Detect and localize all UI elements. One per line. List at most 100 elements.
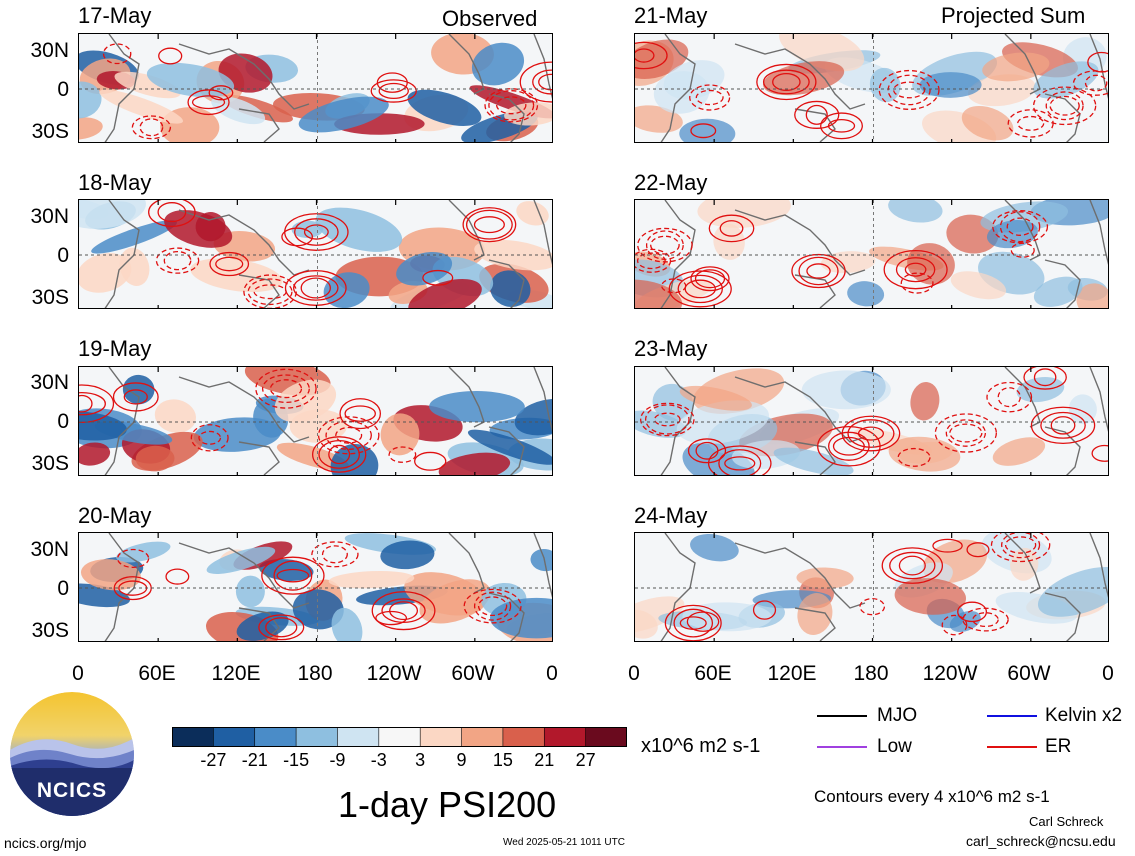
map-svg <box>635 200 1108 308</box>
anomaly-shading <box>99 89 183 124</box>
er-contour <box>284 213 349 251</box>
er-contour <box>756 63 817 101</box>
colorbar-swatch <box>337 727 380 747</box>
coastline <box>1089 200 1108 265</box>
er-contour <box>668 270 732 308</box>
anomaly-shading <box>1068 394 1097 425</box>
anomaly-shading <box>79 411 127 441</box>
er-contour <box>265 617 298 638</box>
anomaly-shading <box>779 34 865 72</box>
xtick-right-2: 120E <box>767 662 817 685</box>
ytick-30s-2: 30S <box>31 452 69 475</box>
legend-line-kelvin <box>987 715 1037 717</box>
er-contour <box>932 538 963 553</box>
anomaly-shading <box>1076 283 1108 308</box>
colorbar-tick-label: 9 <box>456 750 467 770</box>
anomaly-shading <box>820 251 876 274</box>
anomaly-shading <box>79 200 146 229</box>
er-contour <box>258 614 305 641</box>
map-panel-projected-21-may <box>634 33 1109 143</box>
map-panel-observed-18-may <box>78 199 553 309</box>
coastline <box>1089 533 1108 598</box>
colorbar-tick-label: -9 <box>329 750 346 770</box>
anomaly-shading <box>773 447 854 475</box>
er-contour <box>158 47 183 65</box>
er-contour <box>284 270 347 306</box>
anomaly-shading <box>516 201 549 226</box>
er-contour <box>635 248 672 273</box>
xtick-left-0: 0 <box>72 662 84 685</box>
contour-note: Contours every 4 x10^6 m2 s-1 <box>814 787 1050 806</box>
xtick-left-6: 0 <box>546 662 558 685</box>
ytick-0-0: 0 <box>57 78 69 101</box>
er-contour <box>904 262 927 277</box>
anomaly-shading <box>847 281 885 307</box>
anomaly-shading <box>206 546 276 574</box>
coastline <box>488 259 525 308</box>
anomaly-shading <box>690 533 739 562</box>
er-contour <box>79 392 106 416</box>
er-contour <box>895 257 936 283</box>
er-contour <box>673 608 714 638</box>
er-contour <box>281 227 314 247</box>
colorbar-frame <box>172 727 627 747</box>
coastline <box>533 200 552 265</box>
er-contour <box>1017 115 1045 131</box>
er-contour <box>798 256 839 286</box>
anomaly-shading <box>135 445 175 472</box>
er-contour <box>215 256 244 272</box>
colorbar-tick-label: 21 <box>534 750 555 770</box>
map-svg <box>635 34 1108 142</box>
map-panel-observed-19-may <box>78 366 553 476</box>
er-contour <box>1010 242 1035 258</box>
coastline <box>794 441 836 475</box>
anomaly-shading <box>154 399 197 433</box>
er-contour <box>328 444 351 465</box>
er-contour <box>1049 95 1080 116</box>
ncics-logo: NCICS <box>10 692 134 816</box>
er-contour <box>325 420 372 450</box>
er-contour <box>719 220 744 237</box>
er-contour <box>388 446 417 463</box>
er-contour <box>644 404 690 435</box>
anomaly-shading <box>967 74 1036 107</box>
er-contour <box>772 72 801 91</box>
er-contour <box>690 123 717 139</box>
anomaly-shading <box>1037 566 1108 617</box>
anomaly-shading <box>489 270 531 307</box>
anomaly-shading <box>79 442 111 466</box>
er-contour <box>371 591 436 631</box>
er-contour <box>276 568 310 583</box>
anomaly-shading <box>235 575 265 608</box>
coastline <box>178 43 310 110</box>
er-contour <box>311 541 359 568</box>
er-contour <box>889 551 936 580</box>
anomaly-shading <box>404 572 486 616</box>
er-contour <box>131 115 172 140</box>
coastline <box>794 274 836 308</box>
footer-author: Carl Schreck <box>1029 814 1104 829</box>
ytick-0-2: 0 <box>57 410 69 433</box>
coastline <box>734 209 866 276</box>
panel-date-right-1: 22-May <box>634 170 708 195</box>
xtick-right-0: 0 <box>628 662 640 685</box>
ytick-0-1: 0 <box>57 244 69 267</box>
er-contour <box>157 202 187 223</box>
anomaly-shading <box>950 271 1007 300</box>
coastline <box>178 209 310 276</box>
er-contour <box>999 211 1041 243</box>
coastline <box>238 441 280 475</box>
footer-email: carl_schreck@ncsu.edu <box>966 833 1116 849</box>
map-svg <box>635 367 1108 475</box>
er-contour <box>112 382 159 412</box>
map-panel-observed-17-may <box>78 33 553 143</box>
er-contour <box>898 555 926 576</box>
er-contour <box>653 412 681 427</box>
er-contour <box>883 250 948 290</box>
footer-timestamp: Wed 2025-05-21 1011 UTC <box>503 837 625 848</box>
header-projected: Projected Sum <box>941 3 1086 28</box>
er-contour <box>311 436 367 473</box>
er-contour <box>477 596 508 617</box>
er-contour <box>163 250 192 271</box>
anomaly-shading <box>408 279 482 308</box>
